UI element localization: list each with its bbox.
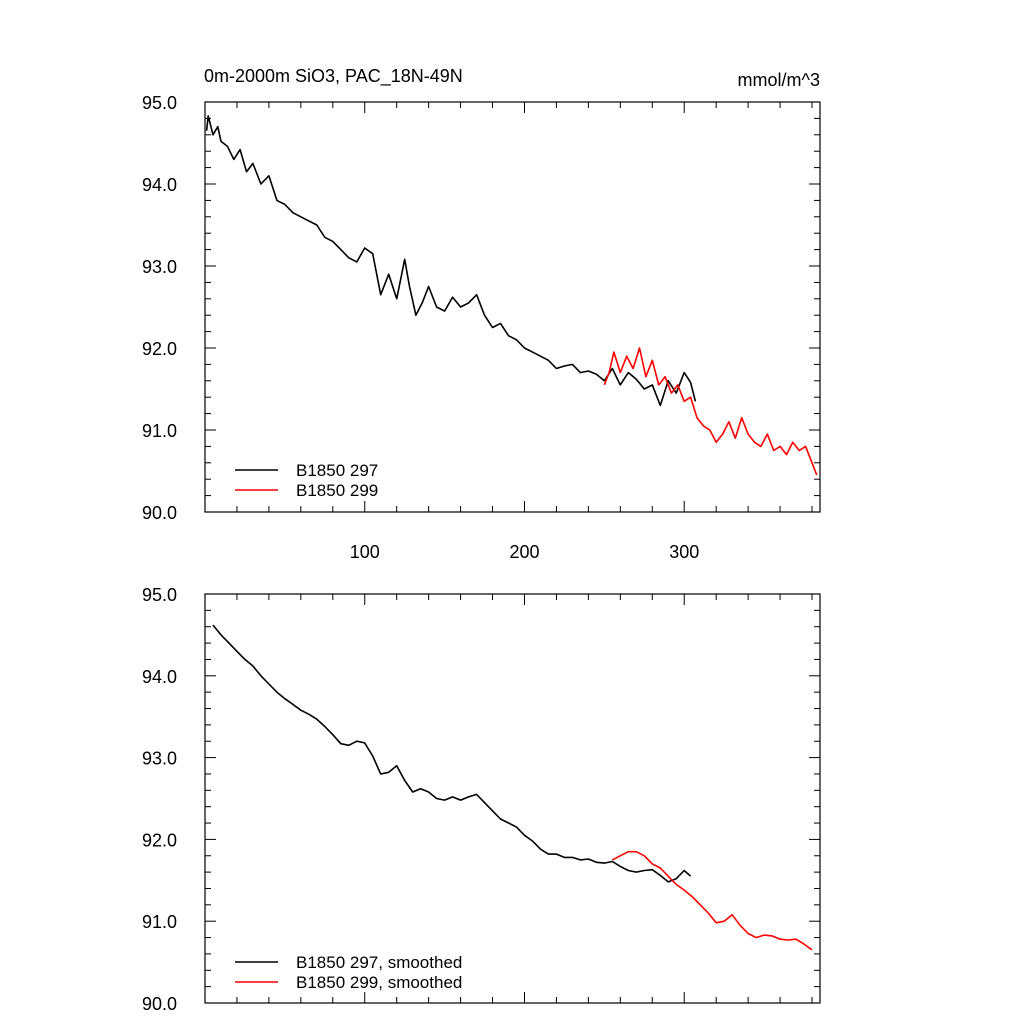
legend-label-1: B1850 297, smoothed xyxy=(296,953,462,972)
y-tick-label: 95.0 xyxy=(142,93,177,113)
y-tick-label: 94.0 xyxy=(142,175,177,195)
panel-top: 90.0 91.0 92.0 93.0 94.0 95.0 100 200 300 B1850 2… xyxy=(142,93,821,562)
x-tick-label: 300 xyxy=(669,542,699,562)
units-label: mmol/m^3 xyxy=(738,70,820,90)
y-tick-label: 91.0 xyxy=(142,912,177,932)
y-tick-label: 94.0 xyxy=(142,667,177,687)
series-line-2 xyxy=(611,850,813,951)
series-line-2 xyxy=(603,347,818,476)
y-tick-label: 92.0 xyxy=(142,830,177,850)
x-tick-label: 200 xyxy=(509,542,539,562)
x-tick-label: 100 xyxy=(350,542,380,562)
series-line-1 xyxy=(205,115,697,407)
y-tick-label: 90.0 xyxy=(142,994,177,1014)
y-tick-label: 93.0 xyxy=(142,257,177,277)
y-tick-label: 95.0 xyxy=(142,585,177,605)
plot-frame xyxy=(204,101,821,513)
legend-label-1: B1850 297 xyxy=(296,461,378,480)
y-tick-label: 93.0 xyxy=(142,749,177,769)
panel-bottom: 90.0 91.0 92.0 93.0 94.0 95.0 B1850 297, smoot… xyxy=(142,585,821,1014)
legend-label-2: B1850 299 xyxy=(296,481,378,500)
y-tick-label: 91.0 xyxy=(142,421,177,441)
y-tick-label: 90.0 xyxy=(142,503,177,523)
chart-title: 0m-2000m SiO3, PAC_18N-49N xyxy=(204,66,463,87)
legend-label-2: B1850 299, smoothed xyxy=(296,973,462,992)
y-tick-label: 92.0 xyxy=(142,339,177,359)
series-line-1 xyxy=(212,624,692,883)
plot-frame xyxy=(204,593,821,1004)
